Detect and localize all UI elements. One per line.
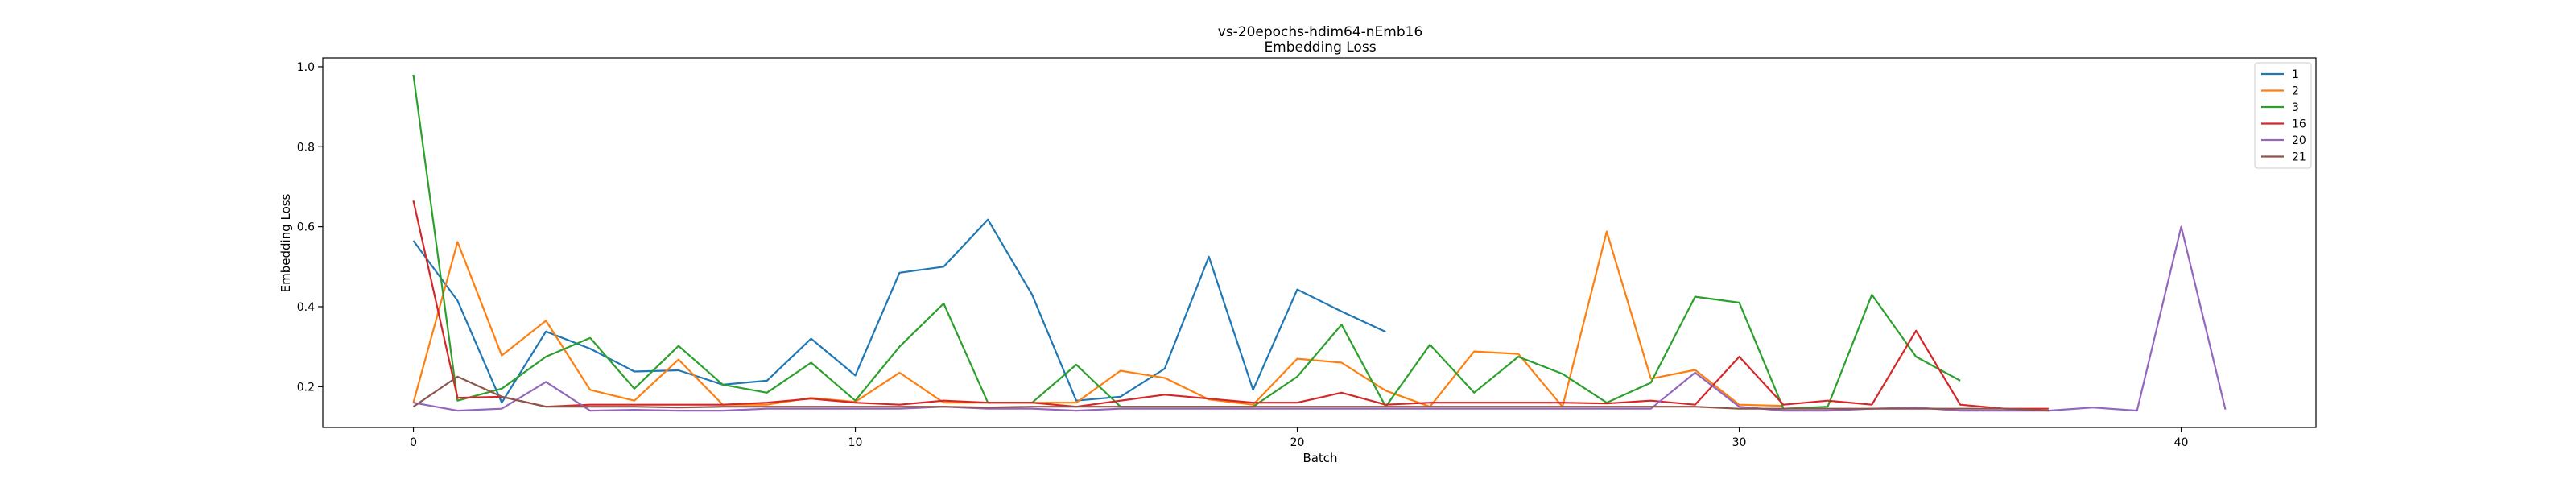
series-line-2 [412, 230, 1784, 408]
x-tick-label: 20 [1290, 436, 1305, 449]
chart-title: vs-20epochs-hdim64-nEmb16 [1218, 24, 1423, 40]
y-axis: 0.2 0.4 0.6 0.8 1.0 [297, 61, 323, 394]
series-line-3 [412, 74, 1961, 410]
series-line-16 [412, 200, 2049, 410]
x-tick-label: 0 [410, 436, 417, 449]
legend: 1 2 3 16 20 21 [2254, 62, 2312, 169]
legend-label: 1 [2292, 68, 2299, 81]
series-layer [412, 74, 2227, 412]
y-tick-label: 0.4 [297, 301, 315, 314]
y-tick-label: 0.8 [297, 141, 315, 154]
y-tick-label: 0.2 [297, 381, 315, 394]
legend-label: 20 [2292, 134, 2306, 147]
series-line-1 [412, 218, 1386, 404]
y-axis-label: Embedding Loss [279, 193, 293, 292]
x-tick-label: 40 [2174, 436, 2189, 449]
legend-label: 16 [2292, 118, 2306, 131]
y-tick-label: 0.6 [297, 221, 315, 234]
legend-label: 2 [2292, 85, 2299, 98]
x-tick-label: 10 [848, 436, 863, 449]
series-line-21 [412, 375, 2049, 412]
legend-label: 3 [2292, 101, 2299, 114]
legend-label: 21 [2292, 151, 2306, 164]
series-line-20 [413, 225, 2227, 412]
x-axis: 0 10 20 30 40 [410, 427, 2188, 449]
x-axis-label: Batch [1302, 451, 1337, 465]
y-tick-label: 1.0 [297, 61, 315, 74]
legend-box [2254, 62, 2312, 169]
chart-subtitle: Embedding Loss [1264, 39, 1376, 56]
x-tick-label: 30 [1732, 436, 1747, 449]
plot-frame [322, 57, 2317, 428]
